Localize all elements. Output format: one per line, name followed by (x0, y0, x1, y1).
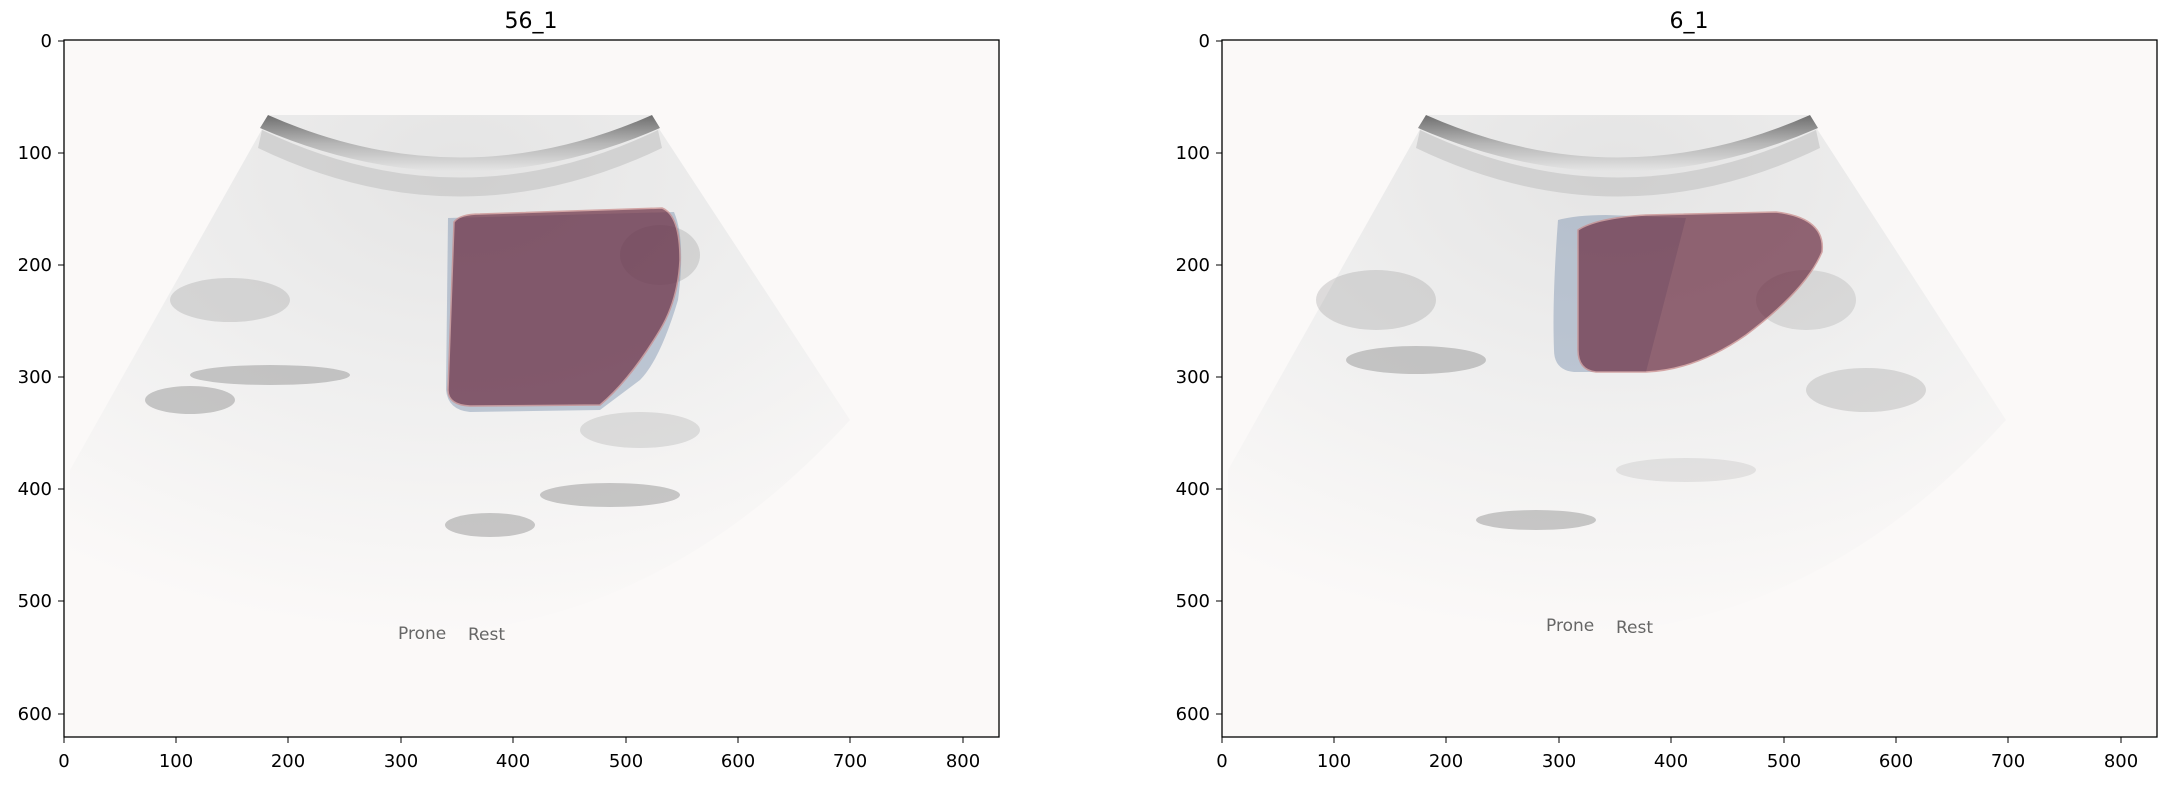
panel-56-1: 56_1 (0, 0, 1086, 784)
x-tick-label: 700 (833, 751, 867, 772)
y-tick-label: 300 (1176, 367, 1210, 388)
axes-frame (1221, 39, 2158, 738)
y-tick-label: 200 (18, 255, 52, 276)
panel-title: 6_1 (1670, 9, 1709, 34)
ultrasound-image: Prone Rest (1222, 40, 2157, 737)
y-tick-label: 500 (18, 591, 52, 612)
x-tick-label: 800 (946, 751, 980, 772)
x-tick-label: 100 (159, 751, 193, 772)
x-tick-label: 400 (1654, 751, 1688, 772)
x-tick-label: 600 (721, 751, 755, 772)
y-axis (1216, 40, 1222, 715)
y-tick-label: 100 (18, 143, 52, 164)
overlay-text-rest: Rest (1616, 618, 1653, 638)
x-tick-label: 800 (2104, 751, 2138, 772)
red-mask (447, 207, 681, 407)
x-tick-label: 500 (1767, 751, 1801, 772)
x-tick-label: 100 (1317, 751, 1351, 772)
y-tick-label: 600 (18, 704, 52, 725)
red-mask (1577, 211, 1823, 373)
axes-frame (63, 39, 1000, 738)
panel-title: 56_1 (505, 9, 558, 34)
y-tick-label: 400 (18, 479, 52, 500)
y-tick-label: 100 (1176, 143, 1210, 164)
x-axis (1221, 737, 2122, 743)
y-tick-label: 200 (1176, 255, 1210, 276)
x-tick-label: 500 (609, 751, 643, 772)
y-axis (58, 40, 64, 715)
x-axis (63, 737, 964, 743)
x-tick-label: 600 (1879, 751, 1913, 772)
x-tick-label: 200 (1429, 751, 1463, 772)
x-tick-label: 400 (496, 751, 530, 772)
x-tick-label: 0 (1216, 751, 1227, 772)
ultrasound-image: Prone Rest (64, 40, 999, 737)
x-tick-label: 200 (271, 751, 305, 772)
x-tick-label: 700 (1991, 751, 2025, 772)
y-tick-label: 300 (18, 367, 52, 388)
x-tick-label: 0 (58, 751, 69, 772)
overlay-text-prone: Prone (1546, 616, 1594, 636)
y-tick-label: 0 (1199, 31, 1210, 52)
x-tick-label: 300 (384, 751, 418, 772)
x-tick-label: 300 (1542, 751, 1576, 772)
y-tick-label: 600 (1176, 704, 1210, 725)
panel-6-1: 6_1 Prone Rest (1086, 0, 2172, 784)
overlay-text-prone: Prone (398, 624, 446, 644)
y-tick-label: 400 (1176, 479, 1210, 500)
y-tick-label: 0 (41, 31, 52, 52)
overlay-text-rest: Rest (468, 625, 505, 645)
y-tick-label: 500 (1176, 591, 1210, 612)
